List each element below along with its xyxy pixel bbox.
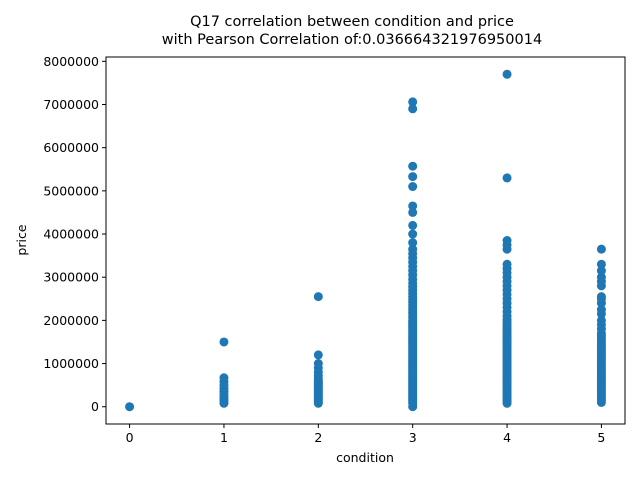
scatter-point-condition-5-43: [596, 272, 606, 282]
scatter-point-condition-3-70: [408, 244, 418, 254]
plot-frame: [105, 56, 626, 425]
y-axis-label: price: [14, 224, 29, 255]
scatter-point-condition-1-9: [219, 373, 229, 383]
scatter-point-condition-3-76: [408, 182, 418, 192]
scatter-point-condition-5-44: [596, 266, 606, 276]
y-tick-label: 5000000: [43, 183, 99, 198]
scatter-point-condition-3-71: [408, 238, 418, 248]
y-tick-label: 7000000: [43, 97, 99, 112]
scatter-point-condition-5-46: [596, 244, 606, 254]
y-tick-label: 8000000: [43, 54, 99, 69]
y-axis-ticks: 0 1000000 2000000 3000000 4000000 5000000 6000…: [43, 54, 106, 414]
y-tick-label: 3000000: [43, 270, 99, 285]
y-tick-label: 4000000: [43, 227, 99, 242]
scatter-point-condition-3-74: [408, 207, 418, 217]
scatter-point-condition-5-35: [596, 315, 606, 325]
scatter-point-condition-3-78: [408, 161, 418, 171]
scatter-point-condition-4-64: [502, 173, 512, 183]
scatter-points: [125, 69, 606, 412]
scatter-point-condition-3-79: [408, 104, 418, 114]
scatter-point-condition-3-77: [408, 172, 418, 182]
scatter-point-condition-2-22: [313, 359, 323, 369]
y-tick-label: 1000000: [43, 356, 99, 371]
chart-title-line2: with Pearson Correlation of:0.0366643219…: [162, 32, 542, 48]
scatter-point-condition-3-73: [408, 220, 418, 230]
chart-title-line1: Q17 correlation between condition and pr…: [190, 14, 514, 30]
scatter-point-condition-5-37: [596, 305, 606, 315]
scatter-point-condition-3-80: [408, 97, 418, 107]
scatter-point-condition-4-63: [502, 236, 512, 245]
x-axis-label: condition: [336, 450, 394, 465]
x-tick-label: 0: [126, 430, 134, 445]
scatter-point-condition-3-75: [408, 201, 418, 211]
scatter-point-condition-4-60: [502, 259, 512, 269]
scatter-point-condition-3-72: [408, 229, 418, 239]
scatter-point-condition-4-65: [502, 69, 512, 79]
y-tick-label: 0: [91, 399, 99, 414]
x-tick-label: 5: [597, 430, 605, 445]
y-tick-label: 6000000: [43, 140, 99, 155]
x-tick-label: 1: [220, 430, 228, 445]
y-tick-label: 2000000: [43, 313, 99, 328]
scatter-point-condition-0-0: [125, 402, 135, 412]
x-tick-label: 2: [314, 430, 322, 445]
scatter-point-condition-5-40: [596, 292, 606, 302]
x-tick-label: 3: [409, 430, 417, 445]
scatter-point-condition-2-23: [313, 350, 323, 360]
scatter-point-condition-1-10: [219, 337, 229, 347]
x-axis-ticks: 0 1 2 3 4 5: [126, 424, 605, 445]
scatter-point-condition-5-45: [596, 259, 606, 269]
scatter-point-condition-2-24: [313, 292, 323, 302]
x-tick-label: 4: [503, 430, 511, 445]
